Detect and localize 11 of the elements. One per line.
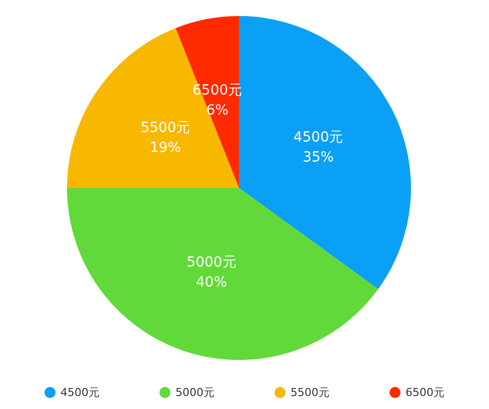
slice-label: 5500元 xyxy=(140,120,190,136)
data-label: 35% xyxy=(302,150,334,166)
data-label: 19% xyxy=(150,140,181,156)
legend-label: 5500元 xyxy=(290,386,330,399)
legend-label: 4500元 xyxy=(60,386,100,399)
slice-label: 5000元 xyxy=(186,254,236,271)
data-label: 40% xyxy=(196,274,228,291)
data-label: 6% xyxy=(206,102,228,119)
legend-label: 5000元 xyxy=(176,386,215,399)
slice-label: 4500元 xyxy=(293,130,344,146)
legend-label: 6500元 xyxy=(405,386,444,399)
